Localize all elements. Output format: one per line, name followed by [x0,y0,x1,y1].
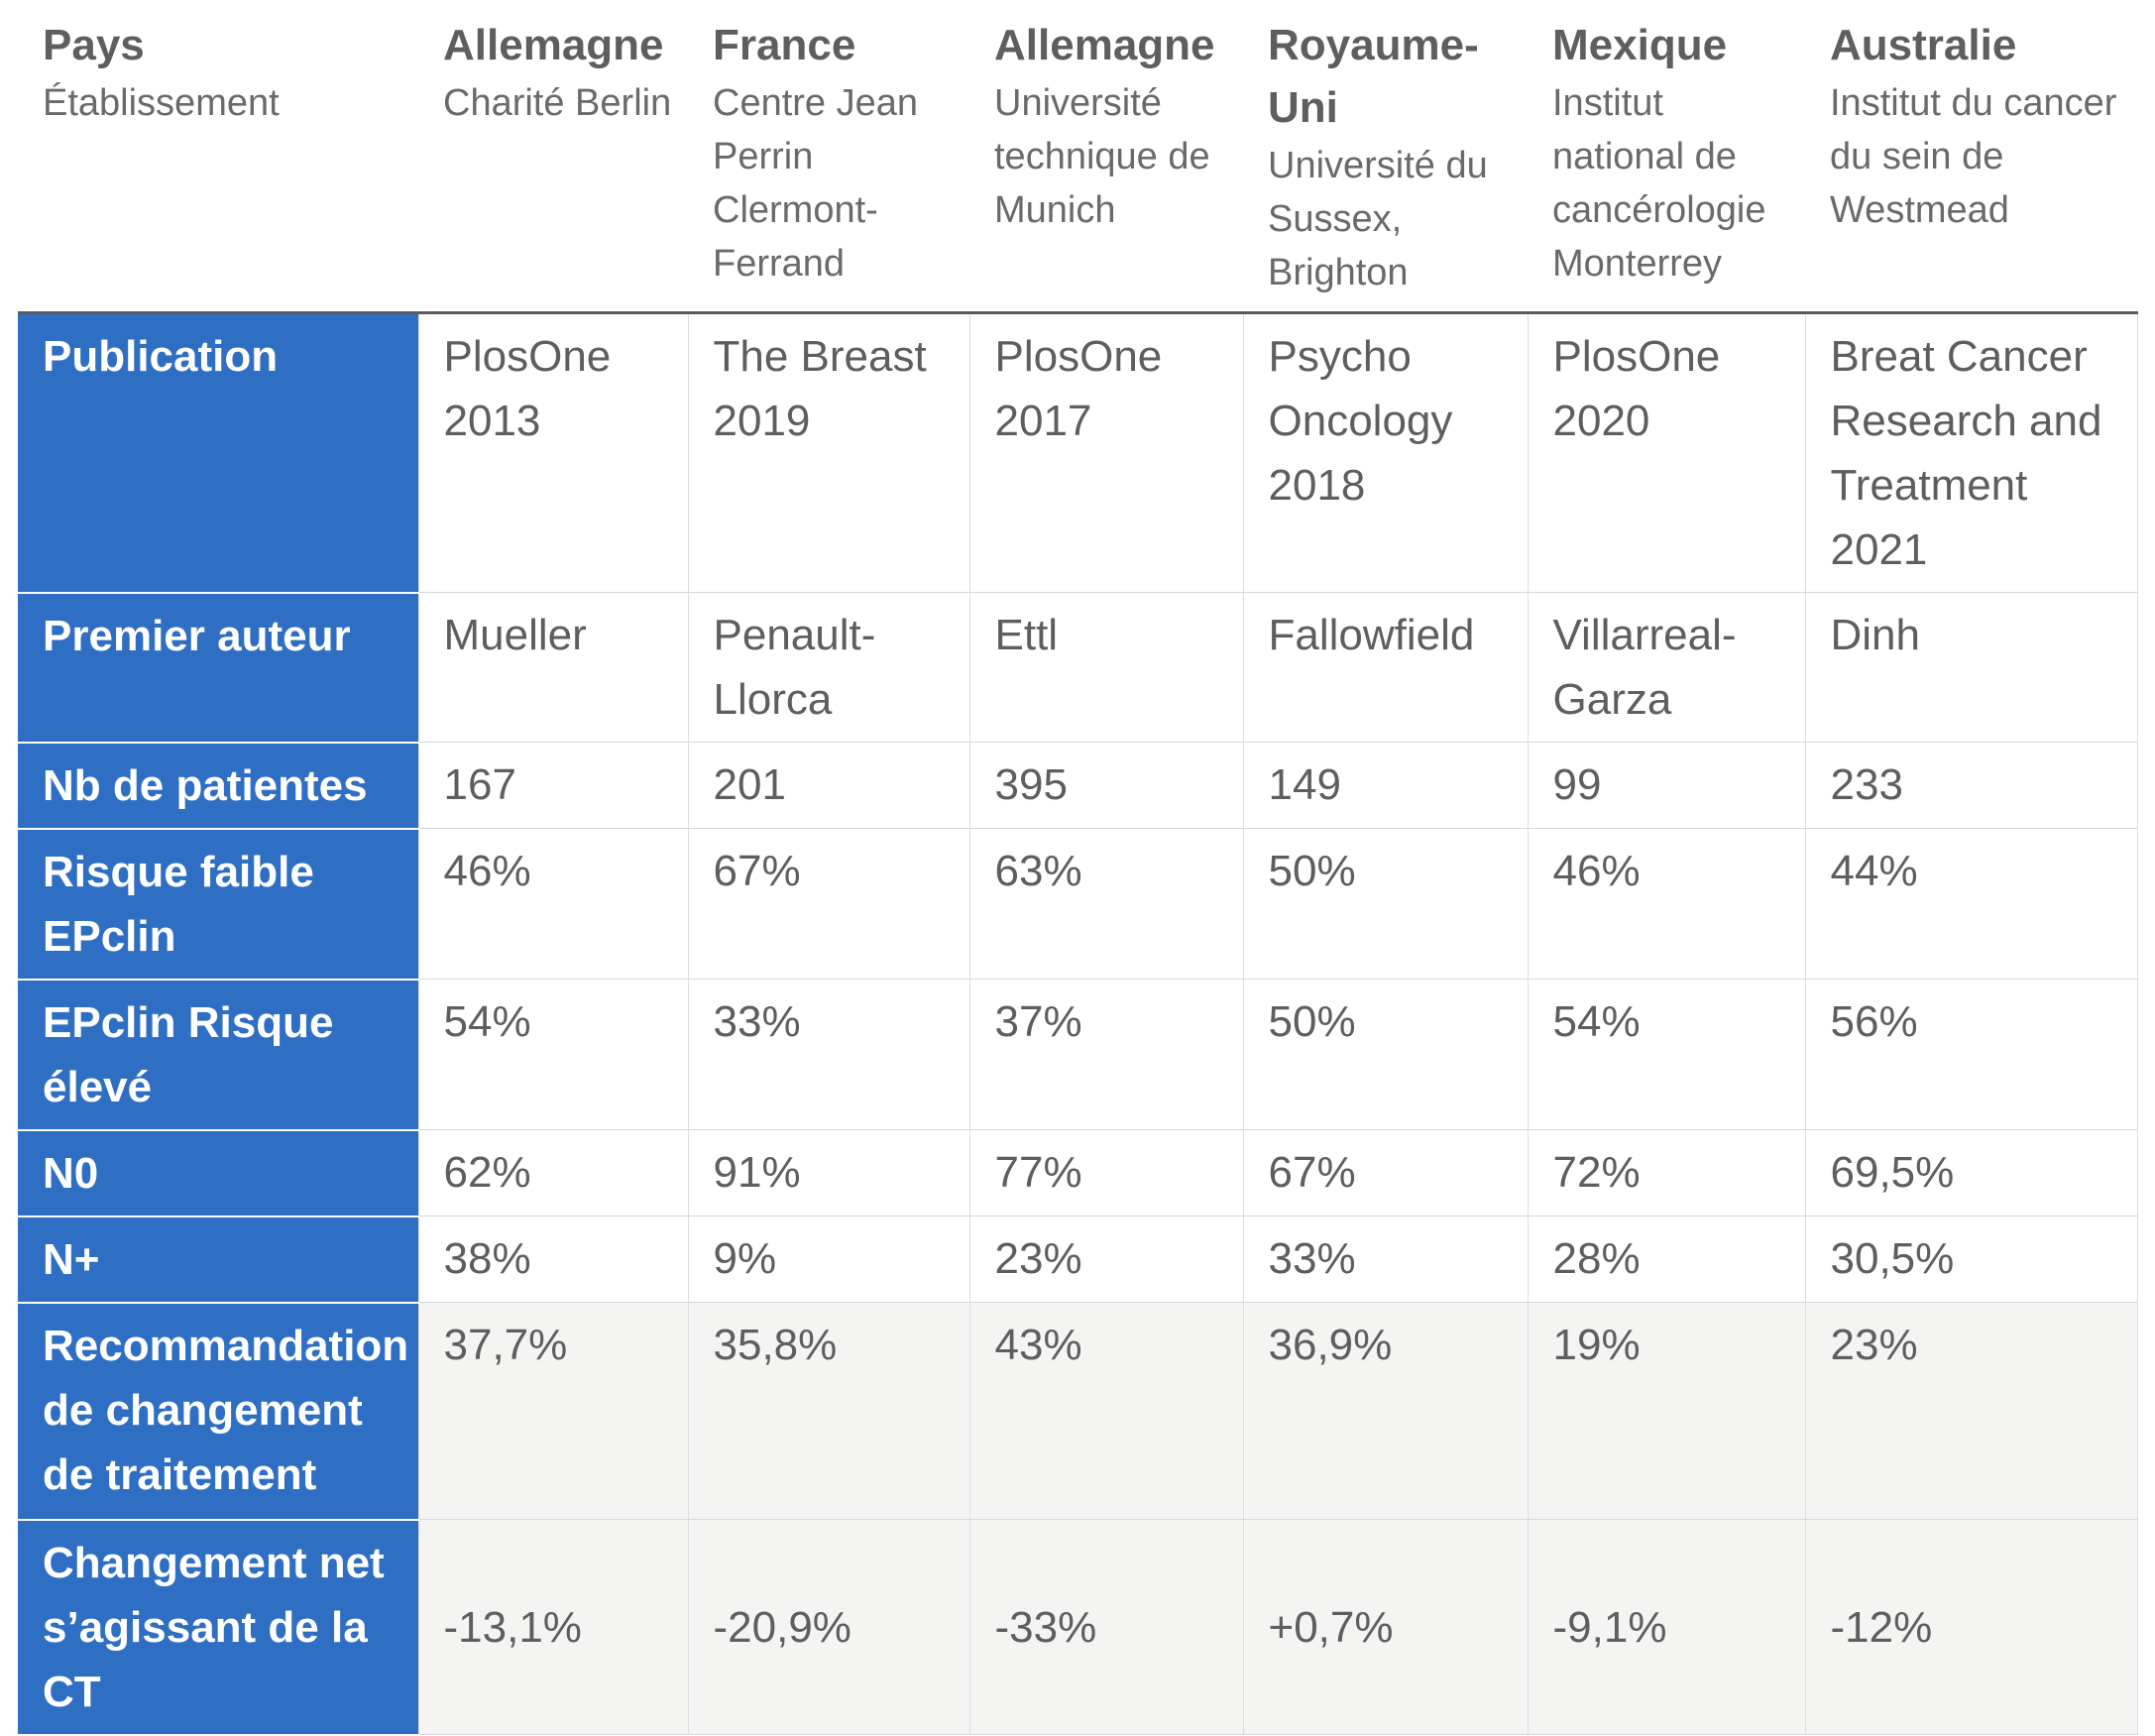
table-cell: Dinh [1804,592,2138,743]
table-row: Publication PlosOne 2013 The Breast 2019… [18,312,2138,594]
table-cell: The Breast 2019 [687,312,969,593]
header-row-label: Pays Établissement [18,0,418,314]
column-header: France Centre Jean Perrin Clermont-Ferra… [688,0,969,314]
table-cell: Mueller [417,592,688,743]
table-cell: -20,9% [687,1519,969,1735]
table-cell: 38% [417,1215,688,1303]
table-cell: 46% [417,828,688,980]
table-cell: -13,1% [417,1519,688,1735]
table-row: EPclin Risque élevé 54% 33% 37% 50% 54% … [18,979,2138,1131]
table-row: N0 62% 91% 77% 67% 72% 69,5% [18,1129,2138,1217]
row-label: N+ [18,1215,418,1304]
table-cell: 201 [687,742,969,829]
table-cell: 28% [1527,1215,1805,1303]
header-label-country: Pays [43,21,145,69]
table-row: Nb de patientes 167 201 395 149 99 233 [18,742,2138,830]
column-institution: Institut du cancer du sein de Westmead [1830,82,2117,231]
table-cell: Villarreal-Garza [1527,592,1805,743]
table-cell: Fallowfield [1242,592,1528,743]
table-cell: 33% [687,979,969,1130]
table-cell: 35,8% [687,1302,969,1520]
column-country: Allemagne [994,21,1215,69]
table-cell: 72% [1527,1129,1805,1216]
column-header: Royaume-Uni Université du Sussex, Bright… [1243,0,1528,314]
table-cell: 33% [1242,1215,1528,1303]
header-label-institution: Établissement [43,82,280,124]
table-cell: PlosOne 2013 [417,312,688,593]
column-country: Allemagne [443,21,664,69]
table-cell: 50% [1242,828,1528,980]
column-header: Australie Institut du cancer du sein de … [1805,0,2137,314]
column-header: Allemagne Université technique de Munich [969,0,1243,314]
row-label: Premier auteur [18,592,418,744]
table-cell: Ettl [968,592,1243,743]
table-cell: 9% [687,1215,969,1303]
table-cell: 37,7% [417,1302,688,1520]
table-cell: -33% [968,1519,1243,1735]
table-cell: 63% [968,828,1243,980]
table-cell: +0,7% [1242,1519,1528,1735]
table-cell: 149 [1242,742,1528,829]
comparison-table-container: Pays Établissement Allemagne Charité Ber… [18,0,2138,1736]
column-country: Mexique [1552,21,1728,69]
table-row: Recommandation de changement de traiteme… [18,1302,2138,1521]
table-row: Changement net s’agissant de la CT -13,1… [18,1519,2138,1736]
table-cell: 233 [1804,742,2138,829]
table-cell: 44% [1804,828,2138,980]
table-cell: 36,9% [1242,1302,1528,1520]
table-row: Premier auteur Mueller Penault-Llorca Et… [18,592,2138,744]
table-cell: 46% [1527,828,1805,980]
table-cell: 23% [1804,1302,2138,1520]
table-row: N+ 38% 9% 23% 33% 28% 30,5% [18,1215,2138,1304]
table-cell: 54% [1527,979,1805,1130]
column-institution: Université technique de Munich [994,82,1210,231]
row-label: Changement net s’agissant de la CT [18,1519,418,1736]
column-institution: Université du Sussex, Brighton [1268,145,1488,293]
column-institution: Charité Berlin [443,82,672,124]
table-cell: 56% [1804,979,2138,1130]
column-country: Australie [1830,21,2017,69]
table-cell: 67% [687,828,969,980]
table-cell: 77% [968,1129,1243,1216]
table-cell: 91% [687,1129,969,1216]
table-cell: 167 [417,742,688,829]
column-country: France [713,21,856,69]
table-cell: -9,1% [1527,1519,1805,1735]
column-institution: Centre Jean Perrin Clermont-Ferrand [713,82,919,285]
table-cell: Breat Cancer Research and Treatment 2021 [1804,312,2138,593]
row-label: N0 [18,1129,418,1217]
table-cell: 69,5% [1804,1129,2138,1216]
table-cell: 395 [968,742,1243,829]
table-cell: 30,5% [1804,1215,2138,1303]
study-comparison-table: Pays Établissement Allemagne Charité Ber… [18,0,2138,1736]
column-institution: Institut national de cancérologie Monter… [1552,82,1766,285]
table-cell: 37% [968,979,1243,1130]
table-cell: 23% [968,1215,1243,1303]
table-row: Risque faible EPclin 46% 67% 63% 50% 46%… [18,828,2138,981]
header-row: Pays Établissement Allemagne Charité Ber… [18,0,2137,314]
column-header: Allemagne Charité Berlin [418,0,688,314]
table-cell: Psycho Oncology 2018 [1242,312,1528,593]
row-label: Publication [18,312,418,594]
table-cell: 43% [968,1302,1243,1520]
table-cell: -12% [1804,1519,2138,1735]
row-label: EPclin Risque élevé [18,979,418,1131]
table-cell: 62% [417,1129,688,1216]
row-label: Nb de patientes [18,742,418,830]
row-label: Recommandation de changement de traiteme… [18,1302,418,1521]
table-cell: PlosOne 2017 [968,312,1243,593]
column-header: Mexique Institut national de cancérologi… [1528,0,1805,314]
table-cell: 50% [1242,979,1528,1130]
table-cell: 99 [1527,742,1805,829]
table-cell: 54% [417,979,688,1130]
table-cell: 67% [1242,1129,1528,1216]
column-country: Royaume-Uni [1268,21,1479,132]
table-cell: PlosOne 2020 [1527,312,1805,593]
table-cell: Penault-Llorca [687,592,969,743]
row-label: Risque faible EPclin [18,828,418,981]
table-cell: 19% [1527,1302,1805,1520]
